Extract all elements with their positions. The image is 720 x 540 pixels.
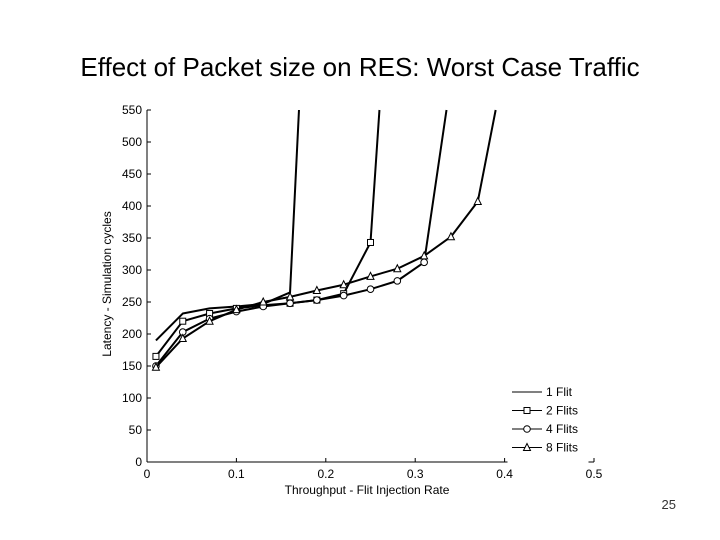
y-tick-label: 150	[122, 359, 142, 373]
data-point-8-flits	[232, 304, 241, 314]
x-tick-label: 0.5	[586, 467, 603, 481]
legend-marker-2-flits	[523, 407, 531, 414]
y-axis-label: Latency - Simulation cycles	[100, 211, 114, 356]
x-tick-label: 0.4	[496, 467, 513, 481]
data-point-8-flits	[446, 231, 456, 241]
y-tick-label: 0	[135, 455, 142, 469]
data-point-8-flits	[366, 271, 375, 280]
legend-label-2-flits: 2 Flits	[546, 404, 578, 418]
data-point-2-flits	[179, 317, 187, 325]
x-axis-ticks: 0 0.1 0.2 0.3 0.4 0.5	[144, 458, 603, 481]
data-point-2-flits	[152, 352, 160, 360]
y-tick-label: 500	[122, 135, 142, 149]
y-tick-label: 200	[122, 327, 142, 341]
data-point-8-flits	[258, 296, 268, 306]
y-tick-label: 400	[122, 199, 142, 213]
data-point-4-flits	[393, 277, 402, 285]
series-1-flit	[155, 109, 300, 342]
data-point-4-flits	[286, 299, 294, 308]
data-point-8-flits	[205, 316, 214, 325]
data-point-8-flits	[285, 291, 295, 301]
y-tick-label: 100	[122, 391, 142, 405]
series-line-4-flits	[155, 109, 448, 367]
legend-box	[507, 381, 589, 463]
data-point-8-flits	[151, 362, 161, 371]
y-tick-label: 350	[122, 231, 142, 245]
data-point-8-flits	[473, 196, 483, 206]
slide-number: 25	[661, 497, 676, 512]
x-axis-label: Throughput - Flit Injection Rate	[285, 483, 450, 497]
series-layer	[151, 109, 497, 371]
series-8-flits	[151, 109, 497, 371]
y-tick-label: 450	[122, 167, 142, 181]
legend-marker-4-flits	[523, 425, 531, 433]
slide-title: Effect of Packet size on RES: Worst Case…	[80, 52, 640, 82]
data-point-2-flits	[367, 238, 374, 246]
y-tick-label: 550	[122, 103, 142, 117]
data-point-4-flits	[420, 258, 428, 267]
y-tick-label: 250	[122, 295, 142, 309]
data-point-8-flits	[178, 333, 188, 342]
data-point-8-flits	[393, 263, 402, 273]
chart-legend: 1 Flit 2 Flits 4 Flits 8 Flits	[507, 381, 589, 463]
x-tick-label: 0	[144, 467, 151, 481]
legend-label-4-flits: 4 Flits	[546, 422, 578, 436]
series-line-2-flits	[155, 109, 381, 358]
y-axis-ticks: 0 50 100 150 200 250 300 350 400 450 500 550	[122, 103, 151, 469]
legend-label-8-flits: 8 Flits	[546, 441, 578, 455]
data-point-8-flits	[312, 285, 322, 294]
y-tick-label: 300	[122, 263, 142, 277]
legend-label-1-flit: 1 Flit	[546, 385, 573, 399]
data-point-4-flits	[366, 285, 375, 294]
x-tick-label: 0.3	[407, 467, 424, 481]
data-point-4-flits	[313, 296, 321, 304]
x-tick-label: 0.2	[317, 467, 334, 481]
y-tick-label: 50	[129, 423, 143, 437]
data-point-4-flits	[339, 291, 348, 300]
x-tick-label: 0.1	[228, 467, 245, 481]
series-2-flits	[152, 109, 381, 360]
data-point-8-flits	[339, 279, 348, 289]
data-point-8-flits	[419, 250, 429, 260]
legend-marker-8-flits	[522, 442, 532, 451]
series-line-8-flits	[155, 109, 497, 368]
series-line-1-flit	[155, 109, 300, 342]
